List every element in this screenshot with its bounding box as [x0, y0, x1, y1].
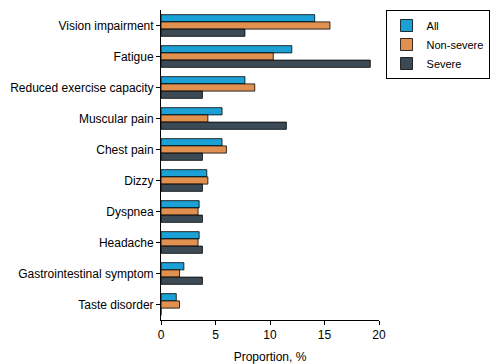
svg-text:Chest pain: Chest pain [96, 143, 153, 157]
svg-text:5: 5 [212, 328, 219, 342]
svg-text:Headache: Headache [99, 236, 154, 250]
svg-text:Vision impairment: Vision impairment [58, 19, 154, 33]
svg-text:10: 10 [263, 328, 277, 342]
svg-text:Proportion, %: Proportion, % [234, 350, 307, 364]
svg-text:15: 15 [318, 328, 332, 342]
svg-text:All: All [427, 20, 439, 32]
svg-text:Gastrointestinal symptom: Gastrointestinal symptom [18, 267, 153, 281]
svg-text:Taste disorder: Taste disorder [78, 298, 153, 312]
svg-text:Non-severe: Non-severe [427, 39, 484, 51]
svg-text:20: 20 [372, 328, 386, 342]
svg-text:Dizzy: Dizzy [124, 174, 153, 188]
svg-text:0: 0 [158, 328, 165, 342]
svg-text:Fatigue: Fatigue [114, 50, 154, 64]
svg-text:Reduced exercise capacity: Reduced exercise capacity [10, 81, 153, 95]
svg-text:Muscular pain: Muscular pain [79, 112, 154, 126]
svg-text:Severe: Severe [427, 58, 462, 70]
svg-text:Dyspnea: Dyspnea [106, 205, 154, 219]
